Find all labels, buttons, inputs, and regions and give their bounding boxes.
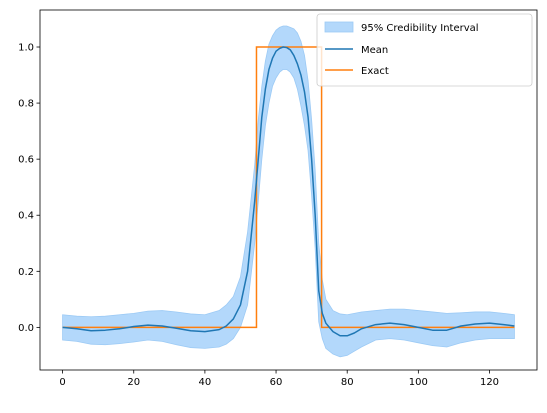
x-tick-label: 100 — [409, 377, 428, 388]
legend-exact-label: Exact — [361, 66, 389, 77]
legend-interval-swatch — [324, 21, 354, 33]
x-tick-label: 40 — [199, 377, 212, 388]
y-tick-label: 1.0 — [18, 43, 34, 54]
legend-box — [316, 13, 533, 87]
legend: 95% Credibility Interval Mean Exact — [316, 13, 533, 87]
x-tick-label: 0 — [59, 377, 65, 388]
y-tick-label: 0.6 — [18, 155, 34, 166]
x-tick-label: 60 — [270, 377, 283, 388]
y-tick-label: 0.2 — [18, 267, 34, 278]
y-tick-label: 0.8 — [18, 99, 34, 110]
legend-mean-label: Mean — [361, 45, 388, 56]
mean-line — [62, 46, 515, 337]
y-tick-label: 0.0 — [18, 323, 34, 334]
x-tick-label: 120 — [480, 377, 499, 388]
x-tick-label: 20 — [127, 377, 140, 388]
plot-frame — [39, 9, 538, 371]
y-tick-label: 0.4 — [18, 211, 34, 222]
x-tick-label: 80 — [341, 377, 354, 388]
legend-interval-label: 95% Credibility Interval — [361, 23, 479, 34]
